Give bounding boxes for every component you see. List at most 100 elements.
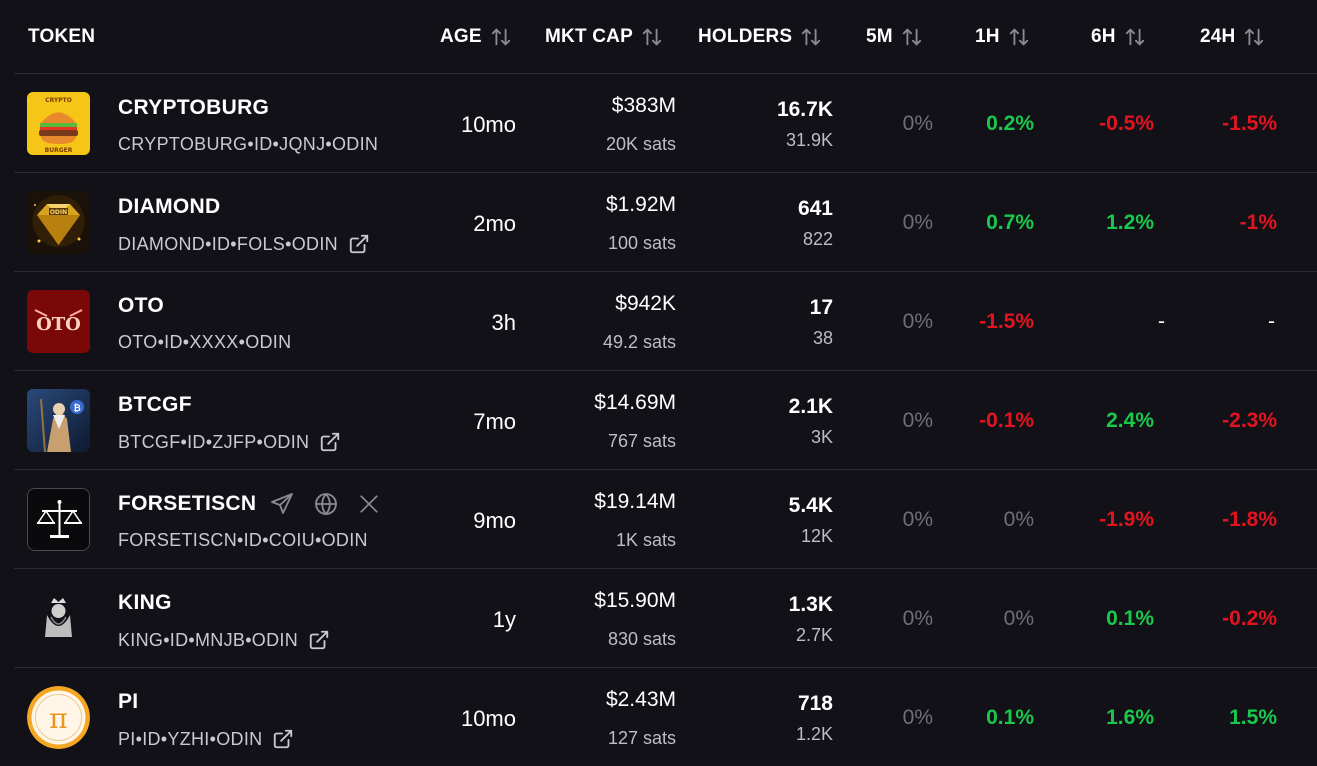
scales-logo	[27, 488, 90, 551]
sort-arrows-icon[interactable]	[1243, 26, 1265, 48]
token-name[interactable]: PI	[118, 690, 139, 713]
price-sats: 49.2 sats	[602, 332, 676, 352]
globe-icon[interactable]	[314, 492, 338, 516]
token-ticker: KING•ID•MNJB•ODIN	[118, 629, 330, 651]
change-1h: -1.5%	[979, 310, 1034, 333]
sort-arrows-icon[interactable]	[1008, 26, 1030, 48]
sort-arrows-icon[interactable]	[641, 26, 663, 48]
oto-logo: OTO	[27, 290, 90, 353]
pi-logo: π	[27, 686, 90, 749]
token-table: TOKEN AGE MKT CAP HOLDERS 5M 1H 6H 24H C…	[14, 0, 1317, 766]
market-cap: $15.90M	[594, 589, 676, 612]
telegram-icon[interactable]	[270, 492, 294, 516]
change-24h: -0.2%	[1222, 607, 1277, 630]
sort-arrows-icon[interactable]	[800, 26, 822, 48]
token-ticker: BTCGF•ID•ZJFP•ODIN	[118, 431, 341, 453]
header-24h[interactable]: 24H	[1200, 26, 1265, 48]
token-age: 3h	[491, 310, 516, 335]
change-6h: -0.5%	[1099, 112, 1154, 135]
change-5m: 0%	[902, 112, 933, 135]
holders-count: 718	[797, 692, 833, 715]
change-1h: 0%	[1003, 508, 1034, 531]
change-5m: 0%	[902, 508, 933, 531]
holders-count: 16.7K	[776, 98, 833, 121]
table-header: TOKEN AGE MKT CAP HOLDERS 5M 1H 6H 24H	[14, 0, 1317, 74]
external-link-icon[interactable]	[319, 431, 341, 453]
logo-text-bottom: BURGER	[45, 147, 73, 154]
token-age: 10mo	[460, 112, 516, 137]
social-links	[270, 492, 380, 516]
token-name[interactable]: CRYPTOBURG	[118, 96, 270, 119]
sort-arrows-icon[interactable]	[901, 26, 923, 48]
market-cap: $14.69M	[594, 391, 676, 414]
external-link-icon[interactable]	[348, 233, 370, 255]
table-row[interactable]: FORSETISCN FORSETISCN•ID•COIU•ODIN 9mo $…	[14, 470, 1317, 569]
external-link-icon[interactable]	[308, 629, 330, 651]
change-1h: -0.1%	[979, 409, 1034, 432]
header-6h[interactable]: 6H	[1091, 26, 1146, 48]
token-ticker: FORSETISCN•ID•COIU•ODIN	[118, 530, 368, 550]
table-row[interactable]: ODIN DIAMOND DIAMOND•ID•FOLS•ODIN 2mo $1…	[14, 173, 1317, 272]
token-age: 2mo	[473, 211, 516, 236]
header-5m[interactable]: 5M	[866, 26, 923, 48]
sort-arrows-icon[interactable]	[490, 26, 512, 48]
table-row[interactable]: ₿ BTCGF BTCGF•ID•ZJFP•ODIN 7mo $14.69M 7…	[14, 371, 1317, 470]
table-row[interactable]: CRYPTO BURGER CRYPTOBURG CRYPTOBURG•ID•J…	[14, 74, 1317, 173]
change-24h: -1%	[1239, 211, 1277, 234]
header-holders[interactable]: HOLDERS	[698, 26, 822, 48]
price-sats: 20K sats	[605, 134, 676, 154]
change-6h: 0.1%	[1106, 607, 1154, 630]
price-sats: 127 sats	[607, 728, 676, 748]
burger-logo: CRYPTO BURGER	[27, 92, 90, 155]
header-1h[interactable]: 1H	[975, 26, 1030, 48]
holders-secondary: 1.2K	[795, 724, 833, 744]
holders-secondary: 31.9K	[785, 130, 833, 150]
market-cap: $19.14M	[594, 490, 676, 513]
token-name[interactable]: DIAMOND	[118, 195, 221, 218]
price-sats: 100 sats	[607, 233, 676, 253]
external-link-icon[interactable]	[272, 728, 294, 750]
x-twitter-icon[interactable]	[358, 493, 380, 515]
change-5m: 0%	[902, 607, 933, 630]
change-24h: 1.5%	[1229, 706, 1277, 729]
table-row[interactable]: OTO OTO OTO•ID•XXXX•ODIN 3h $942K 49.2 s…	[14, 272, 1317, 371]
market-cap: $383M	[611, 94, 676, 117]
price-sats: 830 sats	[607, 629, 676, 649]
token-name[interactable]: KING	[118, 591, 172, 614]
table-row[interactable]: π PI PI•ID•YZHI•ODIN 10mo $2.43M 127 sat…	[14, 668, 1317, 766]
logo-text: OTO	[36, 314, 81, 335]
king-logo	[27, 587, 90, 650]
holders-secondary: 12K	[800, 526, 833, 546]
token-age: 9mo	[473, 508, 516, 533]
header-token: TOKEN	[28, 26, 96, 47]
market-cap: $2.43M	[605, 688, 676, 711]
holders-secondary: 822	[802, 229, 833, 249]
token-ticker: PI•ID•YZHI•ODIN	[118, 728, 294, 750]
change-5m: 0%	[902, 409, 933, 432]
logo-text-top: CRYPTO	[45, 97, 72, 104]
table-row[interactable]: KING KING•ID•MNJB•ODIN 1y $15.90M 830 sa…	[14, 569, 1317, 668]
market-cap: $1.92M	[605, 193, 676, 216]
holders-secondary: 38	[812, 328, 833, 348]
header-age[interactable]: AGE	[440, 26, 512, 48]
sort-arrows-icon[interactable]	[1124, 26, 1146, 48]
svg-text:₿: ₿	[73, 403, 80, 414]
change-6h: -1.9%	[1099, 508, 1154, 531]
change-5m: 0%	[902, 310, 933, 333]
change-1h: 0.2%	[986, 112, 1034, 135]
price-sats: 767 sats	[607, 431, 676, 451]
token-name[interactable]: OTO	[118, 294, 165, 317]
change-1h: 0.1%	[986, 706, 1034, 729]
change-1h: 0.7%	[986, 211, 1034, 234]
holders-count: 1.3K	[788, 593, 833, 616]
token-ticker: CRYPTOBURG•ID•JQNJ•ODIN	[118, 134, 379, 154]
change-6h: 2.4%	[1106, 409, 1154, 432]
change-24h: -1.5%	[1222, 112, 1277, 135]
token-name[interactable]: FORSETISCN	[118, 492, 380, 516]
change-24h: -2.3%	[1222, 409, 1277, 432]
logo-text: π	[49, 702, 67, 735]
logo-text: ODIN	[50, 209, 67, 216]
token-age: 7mo	[473, 409, 516, 434]
token-name[interactable]: BTCGF	[118, 393, 192, 416]
header-mkt-cap[interactable]: MKT CAP	[545, 26, 663, 48]
